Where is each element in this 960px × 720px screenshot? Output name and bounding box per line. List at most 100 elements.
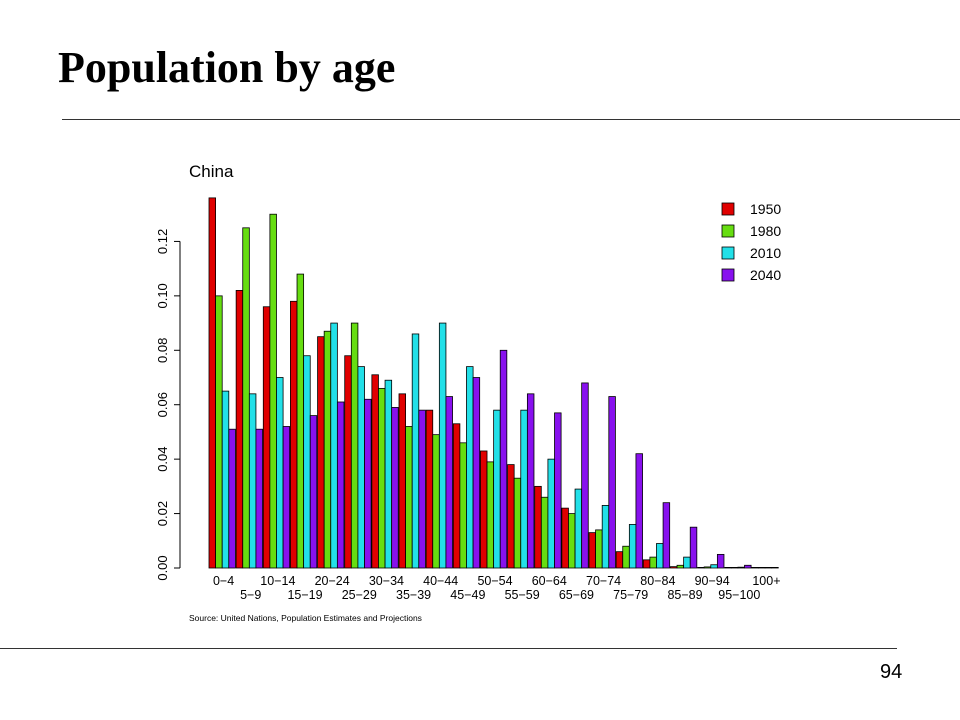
x-tick-label: 20−24 <box>315 574 350 588</box>
chart-title: China <box>189 162 234 181</box>
legend-swatch-1980 <box>721 224 735 238</box>
bar-2040-75-79 <box>635 453 643 569</box>
x-tick-label: 5−9 <box>240 588 261 602</box>
bar-1950-25-29 <box>344 355 352 569</box>
y-tick-label: 0.02 <box>155 501 170 526</box>
bar-1980-70-74 <box>595 529 603 569</box>
bar-2010-90-94 <box>710 564 718 569</box>
bar-1980-5-9 <box>242 227 250 569</box>
bar-2010-75-79 <box>628 524 637 569</box>
bar-2040-20-24 <box>336 401 345 569</box>
title-divider <box>62 119 960 120</box>
bar-1950-30-34 <box>371 374 379 569</box>
y-tick-label: 0.00 <box>155 555 170 580</box>
bar-1950-15-19 <box>290 300 298 569</box>
bar-2010-85-89 <box>683 556 691 569</box>
bar-1950-0-4 <box>208 197 216 569</box>
bar-2040-45-49 <box>472 377 481 569</box>
bar-1980-50-54 <box>486 461 495 569</box>
bar-1980-55-59 <box>513 477 522 569</box>
bar-2010-65-69 <box>574 488 583 569</box>
bar-1980-100+ <box>758 567 766 569</box>
bar-2040-50-54 <box>499 349 508 569</box>
bar-1950-10-14 <box>262 306 271 569</box>
x-tick-label: 40−44 <box>423 574 458 588</box>
x-tick-label: 30−34 <box>369 574 404 588</box>
bar-2040-55-59 <box>526 393 535 569</box>
x-tick-label: 45−49 <box>450 588 485 602</box>
y-tick-label: 0.06 <box>155 392 170 417</box>
bar-2040-60-64 <box>554 412 562 569</box>
bar-1950-55-59 <box>507 464 515 569</box>
y-tick-label: 0.10 <box>155 283 170 308</box>
bar-2010-0-4 <box>221 390 230 569</box>
chart-source-note: Source: United Nations, Population Estim… <box>189 613 422 623</box>
x-tick-label: 55−59 <box>505 588 540 602</box>
bar-2040-10-14 <box>282 426 291 569</box>
bar-2010-30-34 <box>384 379 393 569</box>
x-tick-label: 65−69 <box>559 588 594 602</box>
x-tick-label: 85−89 <box>667 588 702 602</box>
x-tick-label: 80−84 <box>640 574 675 588</box>
bar-1950-50-54 <box>480 450 488 569</box>
x-tick-label: 50−54 <box>477 574 512 588</box>
bar-2010-50-54 <box>493 409 501 569</box>
bar-1980-25-29 <box>350 322 359 569</box>
x-tick-label: 100+ <box>752 574 780 588</box>
y-tick-label: 0.04 <box>155 446 170 471</box>
bar-1950-45-49 <box>452 423 461 569</box>
bar-1980-75-79 <box>622 545 630 569</box>
bar-2010-5-9 <box>248 393 257 569</box>
bar-1980-40-44 <box>432 434 440 569</box>
bar-1950-35-39 <box>398 393 406 569</box>
bar-1980-95-100 <box>730 567 739 569</box>
page-number: 94 <box>880 661 903 683</box>
bar-2010-10-14 <box>276 377 284 569</box>
bar-2010-100+ <box>764 567 773 569</box>
bar-1950-80-84 <box>642 559 651 569</box>
bar-1980-90-94 <box>703 566 712 569</box>
bar-1950-75-79 <box>615 551 624 569</box>
bar-1950-85-89 <box>670 566 678 569</box>
bar-1980-30-34 <box>378 387 386 569</box>
x-tick-label: 25−29 <box>342 588 377 602</box>
x-tick-label: 60−64 <box>532 574 567 588</box>
legend-label-2040: 2040 <box>750 267 781 283</box>
bar-2040-65-69 <box>581 382 589 569</box>
bar-1980-35-39 <box>405 426 413 569</box>
bar-2010-45-49 <box>466 366 474 569</box>
bar-2010-80-84 <box>656 543 664 569</box>
legend-label-1980: 1980 <box>750 223 781 239</box>
bar-1980-10-14 <box>269 213 277 569</box>
x-tick-label: 10−14 <box>260 574 295 588</box>
bar-2010-15-19 <box>303 355 311 569</box>
x-tick-label: 35−39 <box>396 588 431 602</box>
bar-1950-20-24 <box>317 336 325 569</box>
x-tick-label: 70−74 <box>586 574 621 588</box>
legend-label-1950: 1950 <box>750 201 781 217</box>
bar-1980-85-89 <box>676 564 685 569</box>
bar-2010-35-39 <box>411 333 420 569</box>
bar-1950-70-74 <box>588 532 596 569</box>
legend-swatch-2040 <box>721 268 735 282</box>
bar-2010-70-74 <box>601 505 610 569</box>
bar-1980-0-4 <box>215 295 223 569</box>
bar-2040-0-4 <box>228 428 236 569</box>
bar-1950-40-44 <box>425 409 434 569</box>
bar-2040-15-19 <box>309 415 318 569</box>
legend-swatch-2010 <box>721 246 735 260</box>
x-tick-label: 90−94 <box>695 574 730 588</box>
bar-2040-80-84 <box>662 502 671 569</box>
bar-2010-95-100 <box>737 566 745 569</box>
bar-1950-65-69 <box>561 507 569 569</box>
bar-1980-20-24 <box>323 330 332 569</box>
bar-1950-5-9 <box>235 290 244 569</box>
legend-label-2010: 2010 <box>750 245 781 261</box>
bar-1980-60-64 <box>540 496 549 569</box>
x-tick-label: 95−100 <box>718 588 760 602</box>
bar-1950-90-94 <box>697 567 705 569</box>
bar-1950-60-64 <box>534 485 542 569</box>
y-tick-label: 0.08 <box>155 338 170 363</box>
bar-2010-40-44 <box>438 322 447 569</box>
